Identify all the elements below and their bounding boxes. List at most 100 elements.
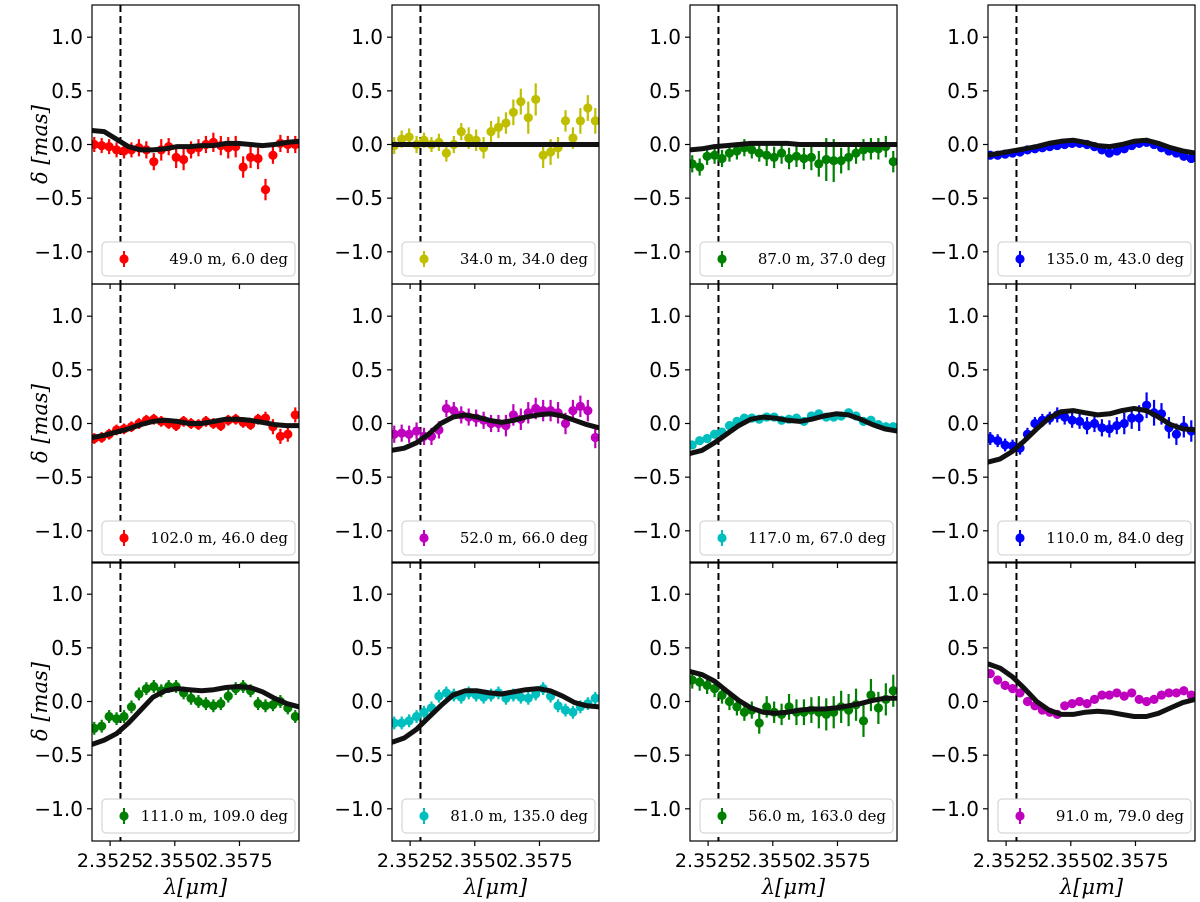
- y-tick-label: 1.0: [51, 25, 83, 49]
- data-point: [456, 127, 466, 137]
- data-point: [1186, 690, 1195, 700]
- data-point: [1060, 412, 1070, 422]
- legend-label: 49.0 m, 6.0 deg: [169, 250, 288, 268]
- data-point: [553, 701, 563, 711]
- x-tick-label: 2.3525: [77, 850, 143, 872]
- data-point: [404, 716, 414, 726]
- legend-box: [401, 798, 596, 834]
- y-tick-label: −0.5: [334, 743, 383, 767]
- model-curve: [988, 661, 1195, 719]
- plot-area: [690, 562, 897, 841]
- legend-label: 91.0 m, 79.0 deg: [1056, 807, 1185, 825]
- data-point: [806, 152, 816, 162]
- plot-area: [392, 5, 599, 284]
- data-point: [888, 157, 897, 167]
- y-tick-label: 0.0: [351, 690, 383, 714]
- y-tick-label: −0.5: [34, 465, 83, 489]
- y-tick-label: −0.5: [930, 465, 979, 489]
- data-point: [260, 184, 271, 195]
- x-tick-label: 2.3550: [442, 850, 508, 872]
- data-point: [560, 705, 571, 715]
- data-point: [290, 711, 299, 722]
- data-point: [1134, 694, 1144, 704]
- data-point: [814, 159, 824, 169]
- x-tick-label: 2.3575: [506, 850, 572, 872]
- x-tick-label: 2.3525: [675, 850, 741, 872]
- data-point: [747, 145, 757, 155]
- data-point: [260, 701, 271, 711]
- model-curve: [92, 416, 299, 440]
- data-point: [1000, 680, 1010, 691]
- data-point: [1089, 694, 1100, 704]
- y-tick-label: 0.0: [649, 690, 681, 714]
- y-tick-label: −1.0: [930, 519, 979, 543]
- data-point: [111, 714, 122, 724]
- data-point: [1007, 684, 1018, 694]
- data-point: [583, 103, 593, 113]
- data-point: [695, 162, 705, 172]
- data-point: [1015, 688, 1025, 698]
- y-tick-label: −0.5: [632, 743, 681, 767]
- y-tick-label: −1.0: [632, 240, 681, 264]
- data-point: [411, 711, 422, 722]
- data-point: [821, 154, 831, 165]
- legend-marker: [1015, 254, 1025, 264]
- model-curve: [988, 406, 1195, 465]
- data-point: [590, 693, 599, 703]
- legend-marker: [419, 533, 429, 543]
- x-axis-label: λ[μm]: [463, 875, 528, 899]
- y-tick-label: 0.5: [351, 636, 383, 660]
- legend-box: [401, 520, 596, 556]
- y-tick-label: 0.5: [947, 358, 979, 382]
- data-point: [769, 152, 779, 162]
- legend-label: 111.0 m, 109.0 deg: [141, 807, 289, 825]
- x-tick-label: 2.3575: [206, 850, 272, 872]
- data-point: [993, 675, 1003, 685]
- data-point: [1171, 429, 1181, 439]
- legend-marker: [419, 254, 429, 264]
- y-tick-label: 1.0: [351, 25, 383, 49]
- model-curve: [92, 684, 299, 747]
- data-point: [732, 146, 742, 156]
- data-point: [993, 436, 1003, 446]
- data-point: [575, 116, 585, 126]
- data-point: [888, 686, 897, 696]
- data-point: [223, 691, 233, 701]
- y-tick-label: −0.5: [930, 186, 979, 210]
- plot-area: [392, 284, 599, 563]
- subplot-5: 1.0 0.5 0.0 −0.5 −1.0 102.0 m, 46.0 deg δ [mas…: [28, 283, 300, 568]
- legend-box: [699, 241, 894, 277]
- y-tick-label: −0.5: [34, 186, 83, 210]
- legend: 81.0 m, 135.0 deg: [401, 798, 596, 834]
- model-curve: [988, 137, 1195, 158]
- data-point: [844, 152, 854, 162]
- data-point: [1082, 699, 1092, 709]
- y-tick-label: 0.0: [947, 133, 979, 157]
- model-curve: [690, 140, 897, 153]
- data-point: [702, 151, 712, 161]
- model-curve: [690, 411, 897, 456]
- data-point: [193, 696, 204, 707]
- legend-label: 110.0 m, 84.0 deg: [1046, 529, 1184, 547]
- data-point: [119, 146, 129, 156]
- plot-area: [988, 562, 1195, 841]
- data-point: [784, 153, 794, 164]
- data-point: [717, 690, 727, 700]
- data-point: [464, 133, 474, 143]
- y-tick-label: −1.0: [334, 797, 383, 821]
- data-point: [92, 139, 99, 150]
- data-point: [1097, 423, 1107, 433]
- data-point: [590, 116, 599, 126]
- plot-area: [92, 562, 299, 841]
- plot-area: [92, 5, 299, 284]
- subplot-6: 1.0 0.5 0.0 −0.5 −1.0 52.0 m, 66.0 deg: [334, 283, 600, 568]
- data-point: [275, 431, 285, 441]
- y-axis-label: δ [mas]: [28, 383, 52, 463]
- legend: 49.0 m, 6.0 deg: [101, 241, 296, 277]
- data-point: [836, 155, 846, 166]
- legend-label: 102.0 m, 46.0 deg: [150, 529, 288, 547]
- data-point: [1186, 153, 1195, 164]
- y-tick-label: 1.0: [51, 304, 83, 328]
- x-tick-label: 2.3550: [1038, 850, 1104, 872]
